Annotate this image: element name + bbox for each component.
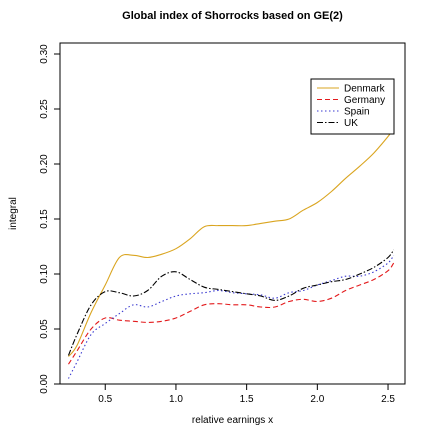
y-tick-label: 0.00	[39, 374, 50, 394]
legend-label-spain: Spain	[344, 107, 370, 118]
y-tick-label: 0.20	[39, 154, 50, 174]
x-tick-label: 2.0	[310, 394, 324, 405]
x-tick-label: 0.5	[98, 394, 112, 405]
legend-label-uk: UK	[344, 118, 358, 129]
y-tick-label: 0.25	[39, 99, 50, 119]
y-tick-label: 0.15	[39, 209, 50, 229]
series-line-spain	[67, 254, 395, 379]
legend-label-denmark: Denmark	[344, 84, 386, 95]
plot-frame	[59, 42, 406, 385]
y-tick-label: 0.10	[39, 264, 50, 284]
y-axis-label: integral	[8, 197, 19, 230]
series-line-uk	[67, 249, 395, 356]
x-axis-label: relative earnings x	[192, 415, 273, 426]
y-tick-label: 0.30	[39, 44, 50, 64]
y-axis: 0.00 0.05 0.10 0.15 0.20 0.25 0.30	[39, 44, 60, 394]
x-tick-label: 1.5	[240, 394, 254, 405]
x-axis: 0.5 1.0 1.5 2.0 2.5	[98, 384, 395, 405]
y-tick-label: 0.05	[39, 319, 50, 339]
x-tick-label: 1.0	[169, 394, 183, 405]
series-line-germany	[68, 262, 395, 365]
legend-label-germany: Germany	[344, 95, 385, 106]
series-line-denmark	[68, 128, 395, 357]
x-tick-label: 2.5	[381, 394, 395, 405]
series-lines	[67, 128, 395, 379]
chart-title: Global index of Shorrocks based on GE(2)	[122, 10, 343, 22]
